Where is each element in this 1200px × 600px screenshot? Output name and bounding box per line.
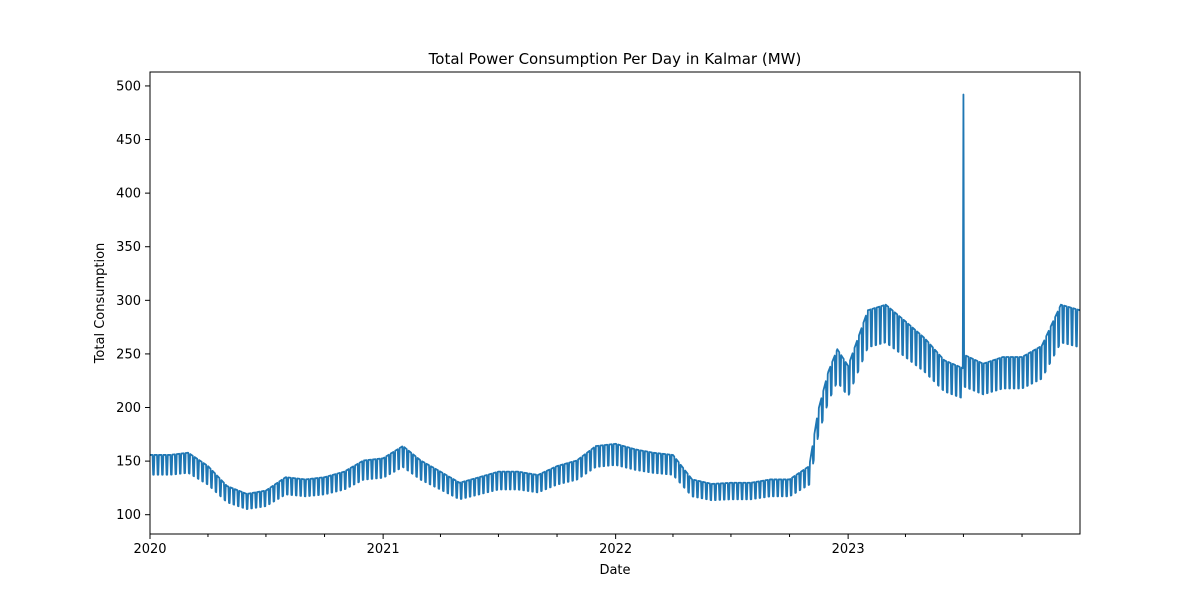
y-tick-label: 200 — [116, 401, 141, 416]
y-tick-label: 250 — [116, 347, 141, 362]
x-tick-label: 2023 — [832, 542, 865, 557]
y-tick-label: 400 — [116, 187, 141, 202]
y-axis-ticks: 100 150 200 250 300 350 400 450 500 — [116, 79, 150, 523]
x-tick-label: 2020 — [133, 542, 166, 557]
plot-area — [149, 71, 1081, 535]
series-line — [149, 93, 1081, 510]
axes-frame — [149, 71, 1081, 535]
y-tick-label: 350 — [116, 240, 141, 255]
x-axis-ticks: 2020 2021 2022 2023 — [133, 534, 1023, 557]
chart-title: Total Power Consumption Per Day in Kalma… — [428, 50, 802, 68]
y-tick-label: 100 — [116, 508, 141, 523]
y-tick-label: 300 — [116, 294, 141, 309]
y-axis-label: Total Consumption — [93, 243, 108, 365]
x-tick-label: 2021 — [367, 542, 400, 557]
y-tick-label: 150 — [116, 455, 141, 470]
y-tick-label: 500 — [116, 79, 141, 94]
x-tick-label: 2022 — [599, 542, 632, 557]
x-axis-label: Date — [599, 563, 630, 578]
y-tick-label: 450 — [116, 133, 141, 148]
